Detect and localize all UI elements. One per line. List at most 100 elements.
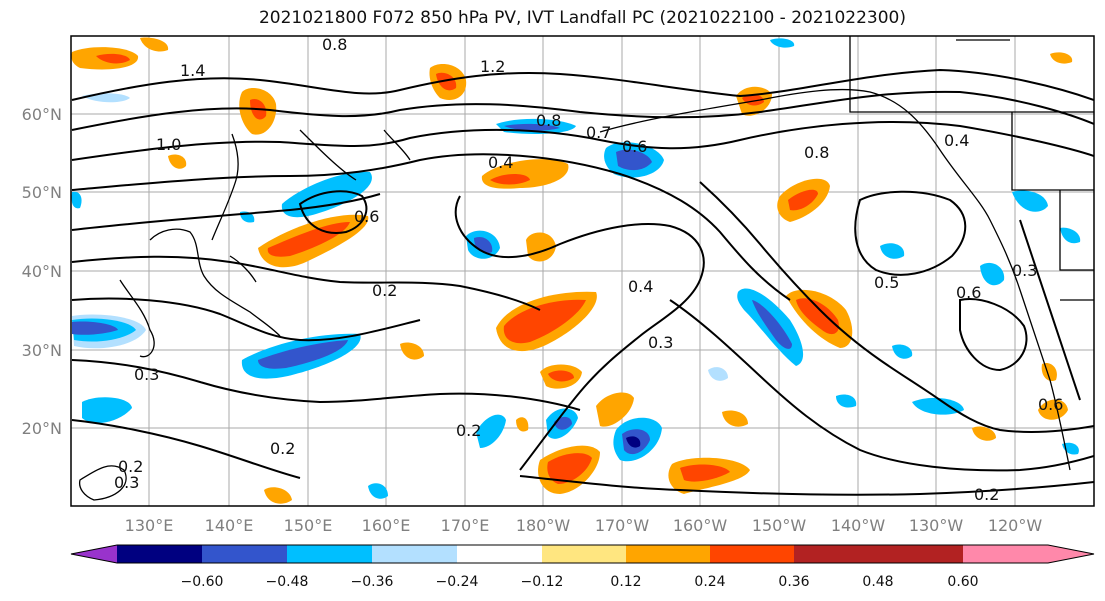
contour-label: 0.6 xyxy=(622,137,647,156)
shade-positive xyxy=(596,392,634,427)
coastlines xyxy=(78,36,1094,501)
shade-negative xyxy=(1012,190,1048,212)
lon-label: 150°E xyxy=(284,516,333,535)
contour-label: 0.3 xyxy=(648,333,673,352)
contour-label: 1.2 xyxy=(480,57,505,76)
colorbar-tick: 0.24 xyxy=(694,574,725,590)
shade-positive xyxy=(168,154,187,169)
longitude-labels: 130°E 140°E 150°E 160°E 170°E 180°W 170°… xyxy=(125,516,1043,535)
lon-label: 140°W xyxy=(831,516,886,535)
lon-label: 160°E xyxy=(362,516,411,535)
shade-positive xyxy=(264,487,292,504)
pv-contours xyxy=(71,68,1094,496)
shade-positive xyxy=(788,189,818,211)
contour-label: 0.8 xyxy=(322,35,347,54)
lon-label: 180°W xyxy=(516,516,571,535)
shade-negative xyxy=(1060,227,1081,244)
contour-label: 0.2 xyxy=(270,439,295,458)
contour-labels: 0.8 1.4 1.2 1.0 0.8 0.7 0.6 0.4 0.6 0.8 … xyxy=(114,35,1063,504)
shade-positive xyxy=(96,53,130,64)
contour-label: 0.2 xyxy=(372,281,397,300)
shade-negative xyxy=(616,149,652,171)
shade-negative xyxy=(476,414,506,448)
contour-label: 0.3 xyxy=(134,365,159,384)
lat-label: 20°N xyxy=(22,419,62,438)
shade-positive xyxy=(140,37,169,52)
shade-positive xyxy=(503,299,586,344)
shade-negative xyxy=(71,191,82,209)
shade-positive xyxy=(680,464,730,482)
colorbar-tick: −0.24 xyxy=(436,574,479,590)
shade-negative xyxy=(258,340,348,369)
colorbar-tick: 0.60 xyxy=(947,574,978,590)
contour-label: 0.2 xyxy=(974,485,999,504)
colorbar-segment xyxy=(626,545,710,563)
shade-negative xyxy=(912,397,964,415)
lon-label: 150°W xyxy=(752,516,807,535)
colorbar-segment xyxy=(287,545,372,563)
shade-positive xyxy=(436,72,457,91)
lon-label: 170°W xyxy=(595,516,650,535)
shade-positive xyxy=(547,453,592,484)
shade-negative xyxy=(708,367,728,381)
shade-negative xyxy=(836,394,857,408)
shade-positive xyxy=(267,222,350,257)
lon-label: 140°E xyxy=(205,516,254,535)
contour-label: 0.3 xyxy=(114,473,139,492)
map-frame xyxy=(70,35,1095,507)
contour-label: 0.4 xyxy=(488,153,513,172)
shade-negative xyxy=(752,300,792,349)
shade-negative xyxy=(82,397,132,423)
colorbar-outline xyxy=(70,544,1095,564)
lon-label: 120°W xyxy=(988,516,1043,535)
shade-negative xyxy=(880,243,905,259)
colorbar-tick: −0.12 xyxy=(521,574,564,590)
colorbar-segment xyxy=(794,545,878,563)
colorbar-segment xyxy=(457,545,542,563)
lon-label: 130°W xyxy=(909,516,964,535)
shade-positive xyxy=(548,370,574,382)
shade-negative xyxy=(770,38,795,48)
shade-positive xyxy=(972,426,996,441)
lon-label: 160°W xyxy=(673,516,728,535)
shade-positive xyxy=(516,417,529,432)
map-title: 2021021800 F072 850 hPa PV, IVT Landfall… xyxy=(258,8,906,28)
colorbar: −0.60 −0.48 −0.36 −0.24 −0.12 0.12 0.24 … xyxy=(70,544,1095,590)
shade-negative xyxy=(281,171,372,218)
contour-label: 0.7 xyxy=(586,123,611,142)
contour-label: 0.5 xyxy=(874,273,899,292)
contour-label: 0.4 xyxy=(944,131,969,150)
contour-label: 0.6 xyxy=(956,283,981,302)
shade-positive xyxy=(490,174,530,185)
colorbar-segment xyxy=(117,545,202,563)
shade-positive xyxy=(400,342,424,360)
contour-label: 0.2 xyxy=(456,421,481,440)
colorbar-extend-left xyxy=(71,545,117,563)
colorbar-segment xyxy=(878,545,963,563)
contour-label: 0.6 xyxy=(1038,395,1063,414)
lat-label: 60°N xyxy=(22,105,62,124)
colorbar-tick: 0.36 xyxy=(778,574,809,590)
contour-label: 0.6 xyxy=(354,207,379,226)
latitude-labels: 60°N 50°N 40°N 30°N 20°N xyxy=(22,105,62,438)
colorbar-segment xyxy=(372,545,457,563)
shade-negative xyxy=(892,344,913,359)
colorbar-tick: −0.60 xyxy=(181,574,224,590)
colorbar-tick: −0.48 xyxy=(266,574,309,590)
colorbar-tick: 0.48 xyxy=(862,574,893,590)
contour-label: 0.8 xyxy=(804,143,829,162)
gridlines xyxy=(71,36,1094,506)
contour-label: 1.4 xyxy=(180,61,205,80)
shade-positive xyxy=(722,410,748,427)
shade-negative xyxy=(980,262,1005,286)
colorbar-tick: 0.12 xyxy=(610,574,641,590)
contour-label: 0.2 xyxy=(118,457,143,476)
contour-label: 1.0 xyxy=(156,135,181,154)
shade-positive xyxy=(1050,52,1073,64)
colorbar-segment xyxy=(542,545,626,563)
contour-label: 0.3 xyxy=(1012,261,1037,280)
shade-negative xyxy=(626,436,641,448)
colorbar-segment xyxy=(710,545,794,563)
lat-label: 40°N xyxy=(22,262,62,281)
